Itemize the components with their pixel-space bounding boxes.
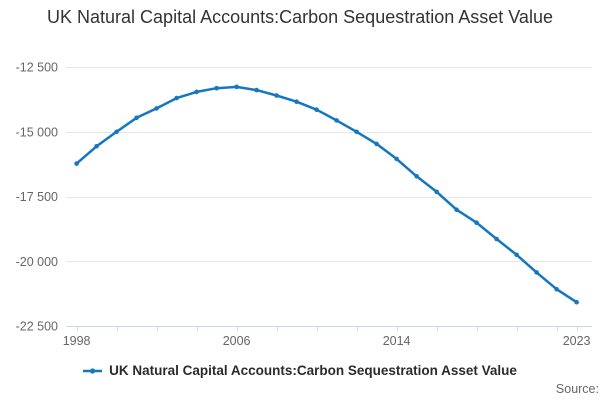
data-point-marker[interactable] [74,161,79,166]
data-point-marker[interactable] [94,144,99,149]
data-point-marker[interactable] [114,129,119,135]
data-point-marker[interactable] [454,207,459,212]
data-point-marker[interactable] [234,84,239,90]
series-line[interactable] [75,85,578,304]
data-point-marker[interactable] [414,174,419,179]
data-point-marker[interactable] [294,99,299,104]
data-point-marker[interactable] [374,141,379,147]
x-axis-tick-label: 2023 [563,334,591,348]
data-point-marker[interactable] [274,93,279,98]
data-point-marker[interactable] [174,95,179,101]
x-axis-tick-label: 1998 [63,334,91,348]
legend-series-label: UK Natural Capital Accounts:Carbon Seque… [109,363,517,378]
data-point-marker[interactable] [494,236,499,242]
data-point-marker[interactable] [474,220,479,225]
data-point-marker[interactable] [314,107,319,112]
legend-item[interactable]: UK Natural Capital Accounts:Carbon Seque… [0,363,600,378]
data-point-marker[interactable] [154,106,159,111]
y-axis-tick-label: -20 000 [16,255,58,269]
data-point-marker[interactable] [134,115,139,121]
data-point-marker[interactable] [574,299,579,305]
data-point-marker[interactable] [534,270,539,275]
y-axis-tick-label: -12 500 [16,61,58,75]
chart-canvas: 1998 2006 2014 2023 -12 500 -15 000 -17 500 -20… [16,61,592,348]
data-point-marker[interactable] [394,156,399,162]
data-point-marker[interactable] [254,87,259,93]
data-point-marker[interactable] [194,89,199,95]
legend-line-marker-icon [83,367,103,374]
chart-title: UK Natural Capital Accounts:Carbon Seque… [0,6,600,29]
data-point-marker[interactable] [214,85,219,91]
data-point-marker[interactable] [434,189,439,195]
chart-title-text: UK Natural Capital Accounts:Carbon Seque… [47,7,553,27]
data-point-marker[interactable] [354,129,359,135]
data-point-marker[interactable] [554,286,559,292]
data-point-marker[interactable] [514,252,519,258]
data-point-marker[interactable] [334,118,339,123]
y-axis-tick-label: -17 500 [16,190,58,204]
y-axis-tick-label: -22 500 [16,320,58,334]
x-axis-tick-label: 2014 [383,334,411,348]
y-axis-tick-label: -15 000 [16,125,58,139]
source-label: Source: [555,382,599,396]
x-axis-tick-label: 2006 [223,334,251,348]
